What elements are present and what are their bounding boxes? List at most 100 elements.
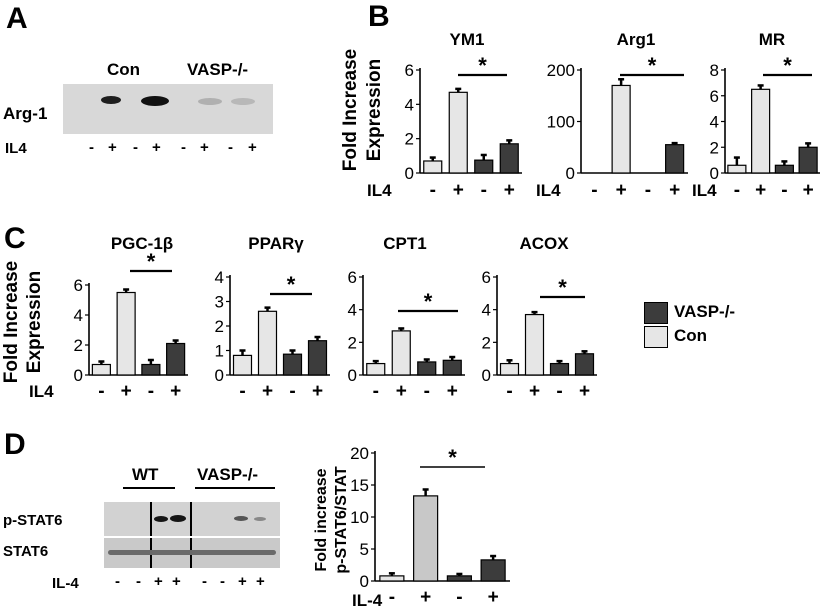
x-tick-label: + [262,381,273,402]
y-tick-label: 2 [215,317,224,336]
x-tick-label: - [424,381,430,402]
y-tick-label: 0 [482,366,491,385]
blot-a-group-con: Con [107,60,141,79]
bar [282,353,303,376]
bar [391,330,411,376]
y-tick-label: 4 [215,268,224,287]
y-tick-label: 5 [360,540,369,559]
y-tick-label: 10 [350,508,369,527]
y-tick-label: 4 [482,301,491,320]
legend-label-vasp: VASP-/- [674,302,736,321]
blot-a-lane: - [89,139,94,156]
significance-star: * [648,53,657,78]
y-tick-label: 0 [566,164,575,183]
x-tick-label: - [389,587,395,608]
treatment-label: IL4 [367,181,392,200]
chart-title: Arg1 [617,30,656,49]
blot-a-band [141,96,169,106]
bar [774,164,794,174]
bar [499,362,520,376]
y-axis-title: Fold Increase [340,49,361,172]
y-axis-title: Expression [24,271,45,373]
blot-a-group-vasp: VASP-/- [187,60,249,79]
x-tick-label: + [616,180,627,201]
y-tick-label: 200 [547,61,575,80]
y-tick-label: 4 [710,113,719,132]
x-tick-label: + [420,587,431,608]
y-axis-title: Fold increase [313,468,330,571]
blot-d-lane: - [220,573,225,590]
blot-d-divider [190,502,192,536]
blot-d-lane: + [256,573,265,590]
blot-d-lane: - [202,573,207,590]
x-tick-label: + [396,381,407,402]
y-tick-label: 20 [350,444,369,463]
x-tick-label: + [579,381,590,402]
significance-star: * [287,272,296,297]
blot-d-band [154,516,168,522]
x-tick-label: + [529,381,540,402]
blot-a-lane: + [200,139,209,156]
blot-d-membrane-stat6 [104,538,280,568]
blot-d: WT VASP-/- p-STAT6 STAT6 IL-4 - - + + - … [0,450,300,608]
bar [751,88,771,174]
bar [442,359,462,376]
x-tick-label: - [481,180,487,201]
blot-d-group-line [123,487,175,489]
blot-d-membrane-pstat6 [104,502,280,536]
x-tick-label: - [98,381,104,402]
bar [448,91,468,174]
x-tick-label: + [488,587,499,608]
blot-d-group-line [195,487,275,489]
blot-d-group-vasp: VASP-/- [197,465,259,484]
y-tick-label: 0 [710,164,719,183]
bar [574,353,595,376]
legend-label-con: Con [674,326,708,345]
y-tick-label: 1 [215,342,224,361]
blot-a-lane: - [181,139,186,156]
y-tick-label: 0 [215,366,224,385]
chart-title: PPARγ [248,234,304,253]
significance-star: * [448,445,457,470]
bar [91,363,111,376]
chart-title: CPT1 [383,234,426,253]
y-tick-label: 6 [710,87,719,106]
panel-letter-b: B [368,0,390,33]
y-axis-title: Fold Increase [1,261,22,384]
bar [423,160,443,174]
y-tick-label: 0 [348,366,357,385]
bar [611,84,631,174]
legend-swatch-con [644,326,668,348]
x-tick-label: - [781,180,787,201]
chart-title: MR [759,30,785,49]
y-tick-label: 8 [710,61,719,80]
x-tick-label: + [121,381,132,402]
blot-d-lane: + [154,573,163,590]
y-tick-label: 4 [348,301,357,320]
blot-d-band [234,516,248,521]
y-tick-label: 2 [482,333,491,352]
x-tick-label: - [734,180,740,201]
treatment-label: IL4 [29,382,54,401]
bar [366,362,386,376]
blot-a-lane: + [108,139,117,156]
blot-a-lane: + [248,139,257,156]
bar [727,164,747,174]
bar [417,361,437,376]
significance-star: * [783,53,792,78]
significance-star: * [478,53,487,78]
y-axis-title: Expression [364,59,385,161]
significance-star: * [147,249,156,274]
blot-a-band [231,98,255,105]
y-tick-label: 2 [710,138,719,157]
x-tick-label: - [456,587,462,608]
y-axis-title: p-STAT6/STAT [333,466,350,573]
blot-a-lane: + [152,139,161,156]
blot-a-row-label: Arg-1 [3,104,48,123]
bar [166,342,186,376]
blot-d-lane: - [136,573,141,590]
treatment-label: IL-4 [352,591,383,608]
bar [549,362,570,376]
bar [446,575,472,582]
